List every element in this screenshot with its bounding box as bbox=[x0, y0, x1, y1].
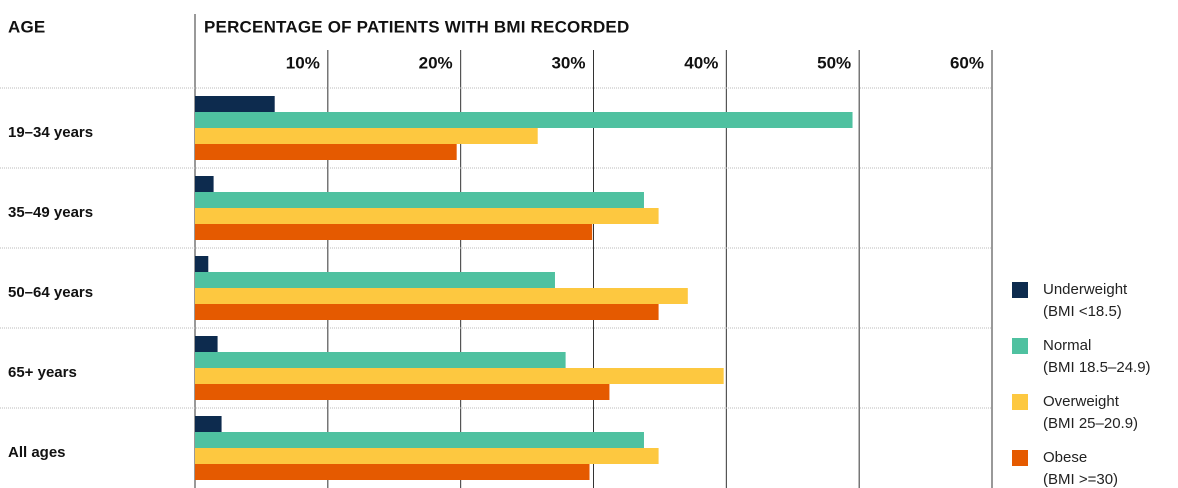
legend-label: Normal bbox=[1043, 337, 1091, 354]
bar bbox=[195, 288, 688, 304]
bar bbox=[195, 96, 275, 112]
x-tick-label: 30% bbox=[551, 53, 585, 72]
category-label: 19–34 years bbox=[8, 124, 93, 141]
category-header: AGE bbox=[8, 17, 45, 36]
x-tick-label: 60% bbox=[950, 53, 984, 72]
legend-swatch bbox=[1012, 394, 1028, 410]
bar bbox=[195, 256, 209, 272]
legend-description: (BMI <18.5) bbox=[1043, 303, 1122, 320]
bar bbox=[195, 224, 593, 240]
bar bbox=[195, 368, 724, 384]
category-label: 50–64 years bbox=[8, 284, 93, 301]
legend-description: (BMI >=30) bbox=[1043, 471, 1118, 488]
bar bbox=[195, 448, 659, 464]
bar bbox=[195, 112, 853, 128]
bar bbox=[195, 272, 555, 288]
x-tick-label: 10% bbox=[286, 53, 320, 72]
bar bbox=[195, 176, 214, 192]
category-label: 35–49 years bbox=[8, 204, 93, 221]
bar bbox=[195, 208, 659, 224]
x-tick-label: 40% bbox=[684, 53, 718, 72]
category-label: All ages bbox=[8, 444, 66, 461]
legend-label: Obese bbox=[1043, 449, 1087, 466]
x-tick-label: 20% bbox=[419, 53, 453, 72]
bar bbox=[195, 128, 538, 144]
legend-swatch bbox=[1012, 450, 1028, 466]
legend-swatch bbox=[1012, 338, 1028, 354]
legend-description: (BMI 18.5–24.9) bbox=[1043, 359, 1151, 376]
legend-label: Overweight bbox=[1043, 393, 1120, 410]
category-label: 65+ years bbox=[8, 364, 77, 381]
bar bbox=[195, 304, 659, 320]
chart-title: PERCENTAGE OF PATIENTS WITH BMI RECORDED bbox=[204, 17, 629, 36]
legend-description: (BMI 25–20.9) bbox=[1043, 415, 1138, 432]
bar bbox=[195, 464, 590, 480]
bar bbox=[195, 144, 457, 160]
bar bbox=[195, 384, 610, 400]
legend-label: Underweight bbox=[1043, 281, 1128, 298]
bar bbox=[195, 336, 218, 352]
bar bbox=[195, 192, 644, 208]
bar bbox=[195, 432, 644, 448]
x-tick-label: 50% bbox=[817, 53, 851, 72]
bar bbox=[195, 416, 222, 432]
legend-swatch bbox=[1012, 282, 1028, 298]
bar bbox=[195, 352, 566, 368]
